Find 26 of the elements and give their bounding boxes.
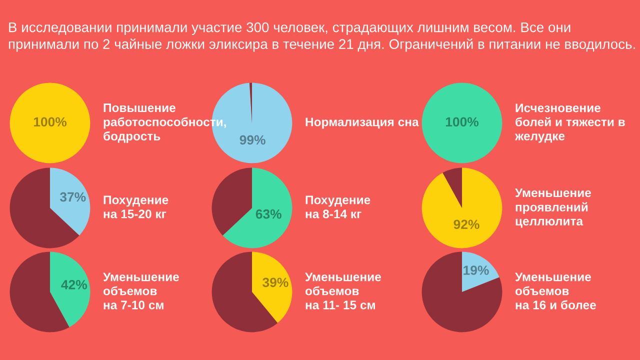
- text: Нормализация сна: [306, 118, 419, 129]
- pie-slice: [422, 252, 502, 332]
- data-label: 63%: [256, 209, 282, 219]
- text: Уменьшение проявлений целлюлита: [515, 188, 591, 228]
- text: Похудение на 15-20 кг: [104, 196, 168, 218]
- data-label: 37%: [60, 192, 86, 202]
- text: Исчезновение болей и тяжести в желудке: [514, 104, 625, 143]
- text: В исследовании принимали участие 300 человек, страдающих лишним весом. Все они принимали по 2 чайные ложки эликсира в течение 21 дня. Ограничений в питании не вводилось.: [8, 22, 635, 52]
- data-label: 100%: [34, 117, 67, 127]
- pie-slice: [422, 168, 502, 248]
- data-label: 19%: [464, 266, 489, 275]
- data-label: 42%: [61, 280, 87, 290]
- data-label: 92%: [454, 220, 480, 230]
- text: Похудение на 8-14 кг: [306, 196, 370, 218]
- pie-slice: [50, 252, 90, 328]
- text: Уменьшение объемов на 7-10 см: [103, 272, 179, 310]
- pie-slice: [252, 252, 292, 323]
- text: Уменьшение объемов на 11- 15 см: [305, 272, 381, 310]
- data-label: 99%: [240, 135, 266, 145]
- pie-slice: [50, 168, 90, 236]
- pie-slice: [222, 168, 292, 248]
- data-label: 100%: [446, 117, 479, 127]
- text: Уменьшение объемов на 16 и более: [515, 272, 596, 310]
- pie-slice: [442, 168, 462, 208]
- pie-slice: [212, 168, 252, 236]
- data-label: 39%: [262, 278, 288, 288]
